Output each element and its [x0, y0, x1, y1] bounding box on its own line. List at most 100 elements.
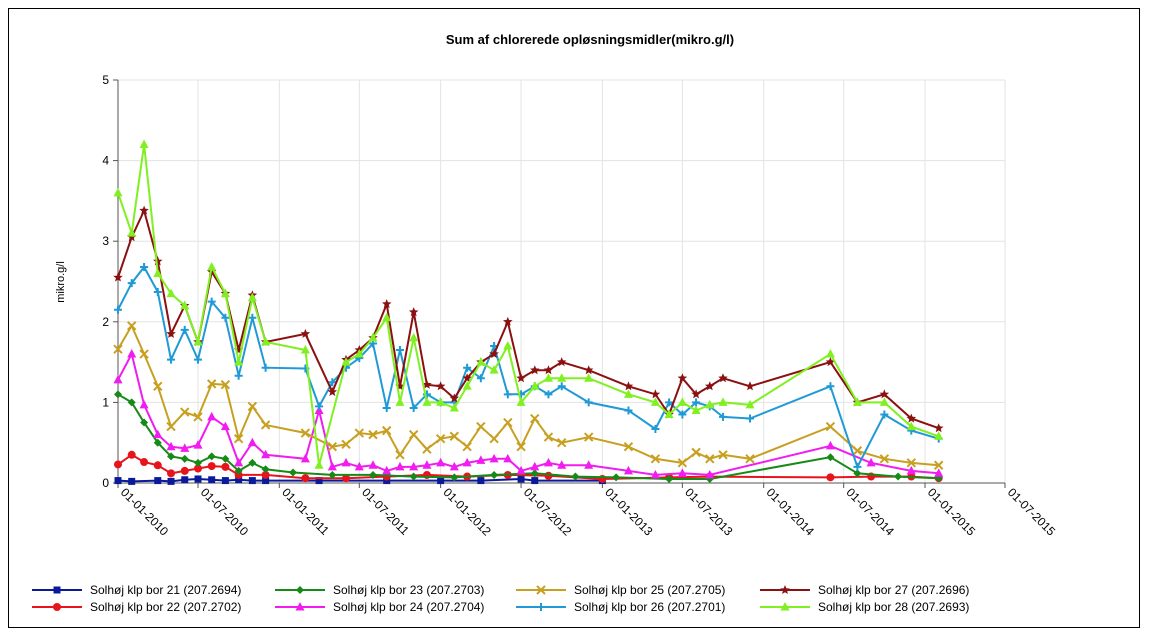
- series-6: [114, 262, 943, 471]
- data-point: [665, 474, 674, 483]
- data-point: [114, 460, 122, 469]
- data-point: [193, 464, 202, 473]
- data-point: [180, 407, 190, 417]
- legend-label: Solhøj klp bor 21 (207.2694): [90, 583, 241, 597]
- data-point: [153, 429, 163, 439]
- data-point: [477, 477, 485, 485]
- legend-marker: [295, 602, 305, 611]
- data-point: [166, 328, 176, 338]
- data-point: [139, 205, 149, 215]
- data-point: [382, 465, 392, 475]
- data-point: [127, 279, 136, 288]
- data-point: [503, 340, 513, 350]
- data-point: [530, 461, 540, 471]
- data-point: [208, 476, 216, 484]
- data-point: [825, 357, 836, 367]
- data-point: [262, 477, 270, 485]
- data-point: [825, 349, 835, 358]
- series-7: [113, 205, 944, 433]
- data-point: [193, 440, 203, 449]
- x-tick-label: 01-01-2012: [441, 485, 495, 539]
- y-axis-label: mikro.g/l: [55, 261, 67, 303]
- data-point: [489, 453, 499, 463]
- data-point: [853, 469, 862, 478]
- data-point: [650, 389, 661, 399]
- data-point: [369, 470, 378, 479]
- data-point: [449, 431, 460, 441]
- data-point: [543, 432, 554, 442]
- data-point: [114, 477, 122, 485]
- data-point: [233, 433, 244, 444]
- series-line: [117, 351, 939, 476]
- legend-item: Solhøj klp bor 22 (207.2702): [32, 600, 241, 614]
- data-point: [327, 386, 338, 396]
- x-tick-label: 01-07-2014: [844, 485, 898, 539]
- data-point: [140, 418, 149, 427]
- data-point: [906, 413, 917, 423]
- series-line: [117, 207, 940, 430]
- data-point: [409, 461, 419, 471]
- grid-lines: [118, 79, 1006, 483]
- data-point: [193, 412, 203, 422]
- data-point: [503, 316, 513, 326]
- data-point: [395, 450, 405, 460]
- data-point: [718, 397, 728, 406]
- data-point: [167, 477, 175, 485]
- series-5: [113, 321, 944, 470]
- data-point: [395, 346, 404, 355]
- data-point: [435, 381, 446, 391]
- data-point: [503, 453, 513, 463]
- data-point: [408, 307, 419, 317]
- legend-label: Solhøj klp bor 26 (207.2701): [574, 600, 725, 614]
- data-point: [543, 457, 553, 467]
- data-point: [517, 475, 525, 483]
- data-point: [301, 474, 310, 483]
- data-point: [489, 365, 499, 374]
- data-point: [853, 462, 862, 471]
- y-tick-label: 1: [102, 395, 109, 409]
- data-point: [166, 288, 176, 298]
- data-point: [934, 468, 944, 477]
- data-point: [436, 457, 446, 467]
- data-point: [852, 446, 863, 456]
- data-point: [530, 413, 540, 424]
- data-point: [382, 312, 392, 322]
- data-point: [879, 454, 890, 464]
- series-4: [113, 349, 944, 479]
- data-point: [341, 457, 351, 467]
- series-line: [117, 144, 940, 466]
- series-layer: [113, 139, 944, 485]
- legend-marker: [536, 585, 546, 595]
- data-point: [826, 473, 835, 482]
- data-point: [745, 454, 755, 464]
- data-point: [705, 469, 715, 479]
- data-point: [906, 465, 916, 475]
- data-point: [557, 382, 566, 391]
- data-point: [692, 398, 701, 407]
- data-point: [894, 472, 903, 481]
- data-point: [180, 454, 189, 463]
- data-point: [436, 397, 446, 406]
- axes: 0 1 2 3 4 5 01-01-2010 01-07-2010 01-01-2011 01-0…: [102, 73, 1058, 539]
- data-point: [462, 381, 472, 390]
- data-point: [934, 423, 944, 433]
- data-point: [154, 477, 162, 485]
- legend-item: Solhøj klp bor 27 (207.2696): [760, 583, 969, 597]
- data-point: [933, 460, 944, 470]
- data-point: [114, 390, 122, 399]
- data-point: [745, 414, 754, 423]
- legend-label: Solhøj klp bor 23 (207.2703): [333, 583, 484, 597]
- data-point: [530, 365, 540, 375]
- x-tick-label: 01-01-2013: [602, 485, 656, 539]
- data-point: [193, 336, 203, 346]
- data-point: [207, 411, 217, 421]
- legend-item: Solhøj klp bor 28 (207.2693): [760, 600, 969, 614]
- data-point: [368, 429, 378, 440]
- data-point: [462, 457, 472, 467]
- data-point: [623, 442, 634, 452]
- data-point: [167, 452, 176, 461]
- series-3: [114, 390, 943, 483]
- data-point: [705, 381, 715, 391]
- data-point: [383, 477, 391, 485]
